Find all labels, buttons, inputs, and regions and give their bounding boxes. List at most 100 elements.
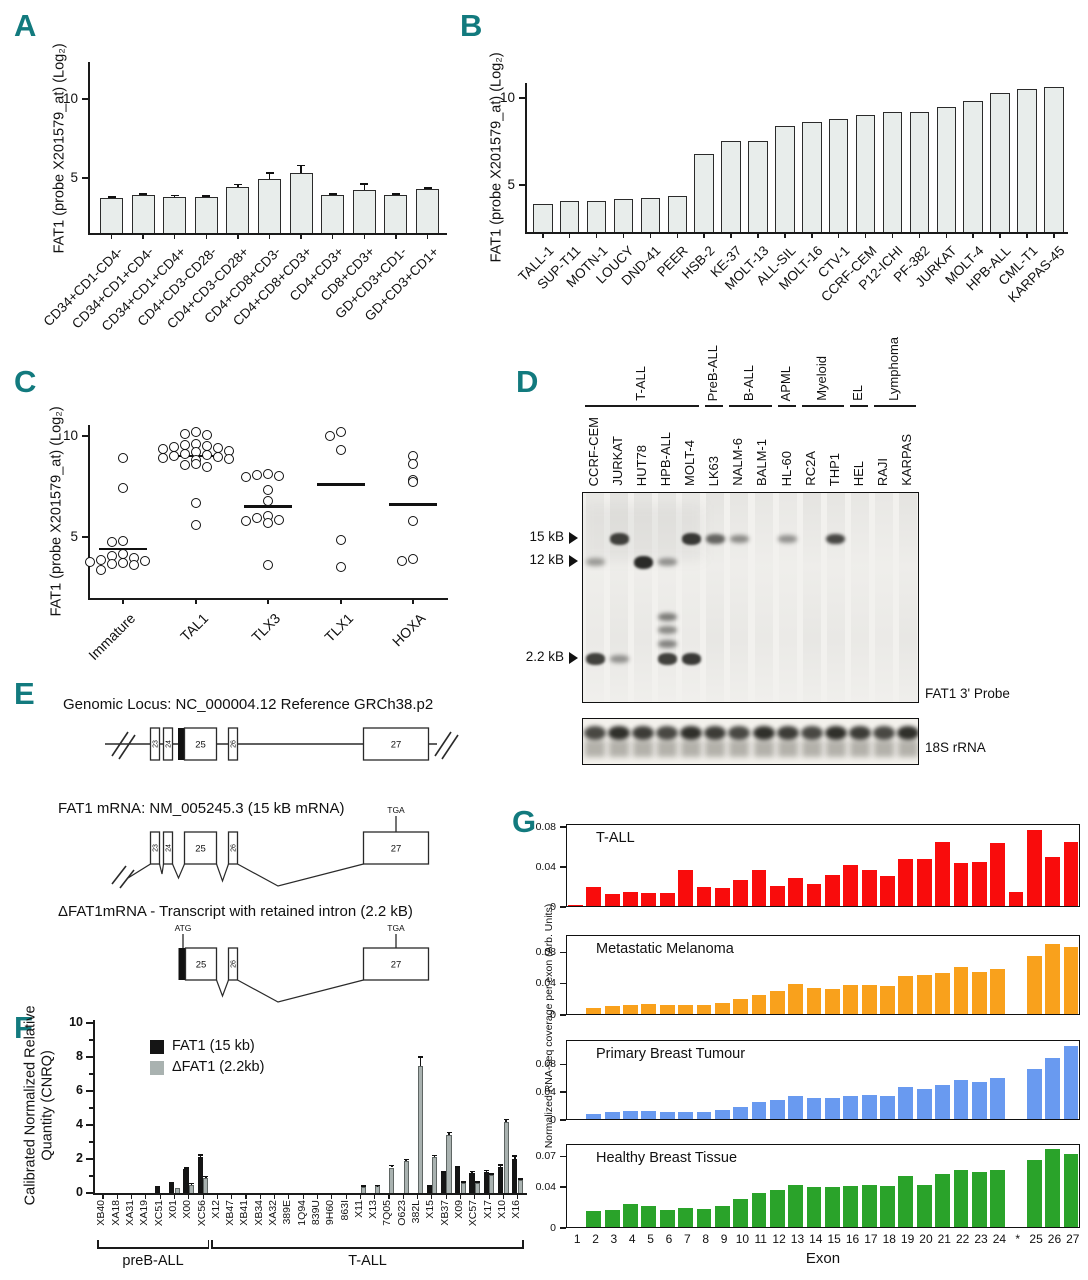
bar — [751, 1193, 767, 1227]
bar — [714, 888, 730, 906]
group-bracket-label: preB-ALL — [122, 1253, 184, 1269]
error-bar-cap — [170, 194, 179, 197]
x-tick-label: X00 — [181, 1200, 194, 1219]
blot-band — [585, 558, 605, 566]
loading-smear — [729, 740, 750, 757]
exon-axis-title: Exon — [805, 1250, 841, 1267]
blot-band — [609, 655, 629, 663]
x-tick-label: T-ALL — [633, 366, 649, 401]
x-tick-label: X01 — [166, 1200, 179, 1219]
x-tick-label: NALM-6 — [730, 438, 746, 486]
x-tick — [1026, 234, 1028, 238]
loading-smear — [873, 740, 894, 757]
loading-control-image — [582, 718, 919, 765]
data-point — [408, 459, 418, 470]
x-tick-label: 2 — [592, 1232, 599, 1246]
x-tick — [300, 235, 302, 239]
error-bar-cap — [489, 1173, 495, 1175]
group-header-line — [729, 405, 772, 407]
panel-a-ylabel: FAT1 (probe X201579_at) (Log₂) — [51, 43, 68, 254]
loading-smear — [753, 740, 774, 757]
x-tick-label: TLX3 — [248, 610, 284, 645]
x-tick — [122, 600, 124, 604]
lane-streak — [778, 493, 797, 702]
y-tick — [86, 1124, 93, 1126]
bar — [714, 1206, 730, 1227]
error-bar-cap — [107, 196, 116, 198]
x-tick — [891, 234, 894, 238]
error-bar-cap — [503, 1118, 509, 1121]
gene-structure-diagram: 23 24 25 26 27 TGA 23 24 25 26 27 ATG TG… — [105, 727, 459, 1003]
error-bar-stem — [419, 1057, 422, 1066]
bar — [189, 1184, 195, 1193]
svg-text:26: 26 — [231, 844, 238, 852]
group-bracket — [97, 1247, 210, 1249]
bar — [659, 1112, 675, 1119]
y-axis — [93, 1020, 95, 1195]
x-axis — [88, 598, 448, 600]
loading-band — [728, 726, 751, 740]
x-tick-label: KARPAS — [898, 434, 914, 486]
bar — [916, 859, 932, 906]
retained-intron-bar — [178, 728, 185, 760]
x-tick — [345, 1195, 347, 1199]
y-tick-label: 0 — [550, 900, 556, 913]
x-tick-label: XB34 — [252, 1200, 265, 1226]
start-codon-label: ATG — [175, 923, 192, 933]
svg-text:27: 27 — [391, 844, 402, 855]
x-tick — [945, 234, 947, 238]
bar — [916, 1184, 932, 1227]
bar — [696, 1004, 712, 1014]
stop-codon-label: TGA — [387, 805, 405, 815]
x-tick-label: 1Q94 — [295, 1200, 308, 1226]
data-point — [241, 515, 251, 526]
y-tick — [560, 1155, 566, 1158]
loading-band — [752, 726, 775, 740]
data-point — [408, 515, 418, 526]
exon23-box — [149, 727, 161, 761]
lane-streak — [754, 493, 773, 702]
x-tick-label: 14 — [809, 1232, 823, 1246]
group-header-line — [585, 405, 700, 407]
bar — [1063, 842, 1079, 906]
bar — [855, 115, 876, 232]
data-point — [169, 451, 179, 462]
x-tick — [417, 1195, 419, 1199]
data-point — [118, 483, 128, 494]
y-tick — [86, 1158, 93, 1160]
size-marker-label: 12 kB — [529, 552, 564, 567]
x-tick — [412, 600, 414, 604]
error-bar-cap — [403, 1158, 409, 1161]
bar — [935, 1084, 950, 1119]
bar — [169, 1181, 175, 1193]
bar — [1063, 1154, 1079, 1227]
exon24-label: 24 — [166, 740, 173, 748]
bar — [953, 1079, 969, 1119]
y-minor-tick — [89, 1175, 93, 1177]
bar — [861, 985, 877, 1014]
bar — [586, 200, 607, 232]
chart-title: Metastatic Melanoma — [596, 941, 734, 957]
x-tick-label: 7 — [683, 1232, 691, 1246]
loading-band — [584, 726, 607, 740]
x-tick — [999, 234, 1001, 238]
x-tick-label: PreB-ALL — [705, 344, 721, 401]
error-bar-cap — [328, 193, 337, 195]
bar — [604, 1006, 620, 1014]
bar — [861, 870, 877, 906]
y-axis — [525, 83, 527, 234]
error-bar-stem — [514, 1156, 516, 1159]
y-tick — [82, 435, 88, 438]
data-point — [241, 472, 251, 483]
error-bar-cap — [432, 1154, 438, 1157]
lane-streak — [730, 493, 749, 702]
bar — [916, 1089, 932, 1119]
bar — [898, 1087, 914, 1119]
panel-letter-f: F — [14, 1010, 33, 1045]
x-tick-label: 12 — [772, 1232, 786, 1246]
x-tick-label: 9 — [720, 1232, 728, 1246]
y-tick — [560, 1119, 566, 1121]
bar — [460, 1182, 466, 1193]
svg-text:26: 26 — [231, 960, 238, 968]
error-bar-cap — [360, 1185, 366, 1187]
